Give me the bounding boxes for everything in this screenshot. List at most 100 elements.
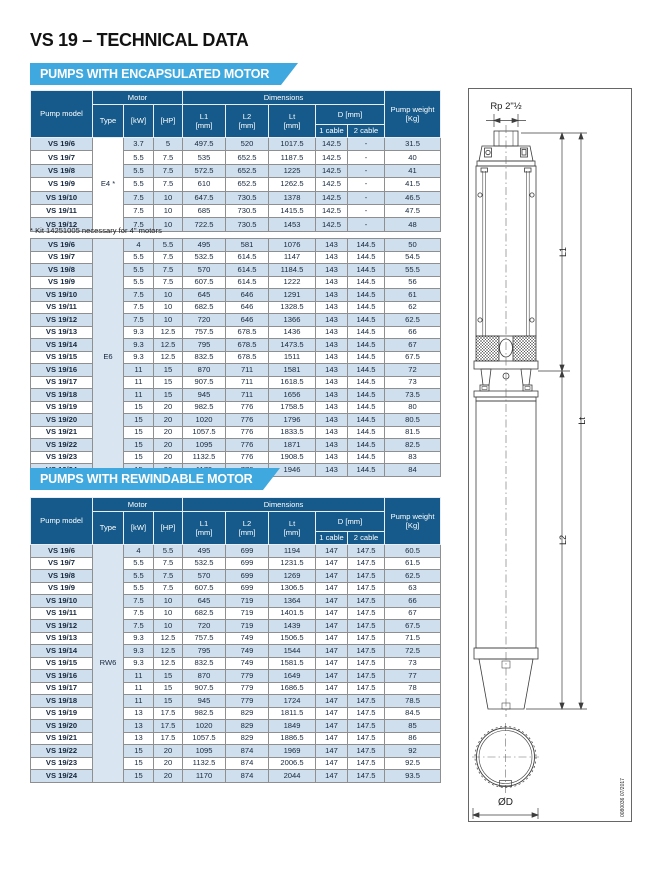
cell-kw: 13	[123, 719, 154, 733]
cell-l2: 776	[225, 450, 269, 464]
cell-model: VS 19/6	[30, 238, 93, 252]
cell-l1: 982.5	[182, 706, 227, 720]
cell-model: VS 19/10	[30, 594, 93, 608]
cell-model: VS 19/9	[30, 581, 93, 595]
cell-kw: 5.5	[123, 275, 154, 289]
cell-hp: 15	[152, 681, 184, 695]
cell-lt: 1366	[268, 313, 316, 327]
table-row: VS 19/11 7.5 10 682.5 719 1401.5 147 147.5 67	[30, 606, 442, 620]
cell-lt: 1436	[268, 325, 316, 339]
table-row: VS 19/8 5.5 7.5 570 614.5 1184.5 143 144.5 55.5	[30, 263, 441, 277]
cell-hp: 7.5	[152, 150, 184, 165]
cell-d-1cable: 147	[315, 619, 349, 633]
section-banner-encapsulated: PUMPS WITH ENCAPSULATED MOTOR	[30, 63, 298, 85]
cell-hp: 7.5	[152, 569, 184, 583]
cell-lt: 1401.5	[268, 606, 317, 620]
cell-d-1cable: 143	[315, 350, 348, 364]
cell-model: VS 19/18	[30, 388, 93, 402]
cell-lt: 1453	[268, 217, 317, 232]
cell-l1: 685	[182, 203, 227, 219]
col-group-d-mm: D [mm]	[315, 104, 386, 125]
cell-d-2cable: 144.5	[347, 313, 385, 327]
cell-d-1cable: 143	[315, 263, 348, 277]
cell-lt: 1908.5	[268, 450, 316, 464]
cell-l2: 614.5	[225, 250, 269, 264]
cell-kw: 7.5	[123, 190, 154, 205]
cell-kw: 9.3	[123, 338, 154, 352]
cell-weight: 66	[384, 594, 442, 608]
cell-d-2cable: 144.5	[347, 375, 385, 389]
cell-kw: 9.3	[123, 656, 154, 670]
col-1-cable: 1 cable	[315, 124, 349, 138]
cell-kw: 15	[123, 756, 154, 770]
cell-weight: 66	[384, 325, 441, 339]
cell-l1: 532.5	[182, 250, 226, 264]
cell-weight: 31.5	[384, 136, 442, 152]
table-row: VS 19/16 11 15 870 711 1581 143 144.5 72	[30, 363, 441, 377]
cell-lt: 1506.5	[268, 631, 317, 645]
col-kw: [kW]	[123, 511, 154, 545]
cell-d-2cable: -	[347, 150, 386, 165]
cell-weight: 56	[384, 275, 441, 289]
cell-hp: 12.5	[153, 350, 183, 364]
cell-d-2cable: 147.5	[347, 544, 386, 558]
cell-l1: 645	[182, 594, 227, 608]
cell-lt: 1364	[268, 594, 317, 608]
cell-weight: 46.5	[384, 190, 442, 205]
cell-model: VS 19/22	[30, 438, 93, 452]
rp-port-label: Rp 2"½	[490, 101, 521, 112]
cell-kw: 7.5	[123, 313, 154, 327]
pump-drawing-svg: Rp 2"½	[471, 101, 626, 819]
cell-l2: 699	[225, 556, 270, 570]
cell-d-1cable: 147	[315, 769, 349, 783]
cell-d-1cable: 147	[315, 669, 349, 683]
cell-lt: 1231.5	[268, 556, 317, 570]
cell-hp: 10	[152, 619, 184, 633]
cell-model: VS 19/12	[30, 217, 93, 232]
cell-lt: 1544	[268, 644, 317, 658]
cell-l1: 1095	[182, 438, 226, 452]
cell-hp: 15	[153, 375, 183, 389]
col-pump-model: Pump model	[30, 497, 93, 545]
cell-hp: 10	[152, 217, 184, 232]
cell-l2: 646	[225, 313, 269, 327]
cell-d-1cable: 147	[315, 556, 349, 570]
table-row: VS 19/10 7.5 10 645 646 1291 143 144.5 61	[30, 288, 441, 302]
cell-lt: 1328.5	[268, 300, 316, 314]
cell-kw: 11	[123, 669, 154, 683]
cell-hp: 7.5	[152, 163, 184, 179]
cell-d-1cable: 147	[315, 744, 349, 758]
cell-d-1cable: 143	[315, 463, 348, 477]
cell-weight: 92	[384, 744, 442, 758]
cell-weight: 73	[384, 375, 441, 389]
table-row: VS 19/23 15 20 1132.5 776 1908.5 143 144.5 83	[30, 450, 441, 464]
cell-d-2cable: 147.5	[347, 719, 386, 733]
cell-d-1cable: 142.5	[315, 136, 349, 152]
cell-kw: 13	[123, 731, 154, 745]
cell-d-2cable: -	[347, 177, 386, 192]
cell-d-2cable: 147.5	[347, 569, 386, 583]
cell-d-1cable: 142.5	[315, 163, 349, 179]
cell-weight: 63	[384, 581, 442, 595]
l1-dimension-label: L1	[558, 247, 568, 257]
cell-d-1cable: 143	[315, 413, 348, 427]
cell-l1: 535	[182, 150, 227, 165]
cell-d-1cable: 147	[315, 644, 349, 658]
cell-l1: 1170	[182, 769, 227, 783]
cell-d-2cable: 144.5	[347, 425, 385, 439]
cell-hp: 12.5	[152, 656, 184, 670]
cell-d-2cable: 144.5	[347, 413, 385, 427]
cell-l2: 776	[225, 438, 269, 452]
page-title: VS 19 – TECHNICAL DATA	[30, 30, 249, 50]
col-l2: L2 [mm]	[225, 104, 270, 138]
cell-l2: 874	[225, 744, 270, 758]
cell-weight: 67	[384, 606, 442, 620]
cell-kw: 7.5	[123, 288, 154, 302]
cell-model: VS 19/11	[30, 606, 93, 620]
cell-hp: 15	[152, 694, 184, 708]
table-header: Pump model Motor Dimensions Pump weight …	[30, 90, 442, 138]
cell-hp: 15	[153, 363, 183, 377]
cell-weight: 78	[384, 681, 442, 695]
col-hp: [HP]	[152, 104, 184, 138]
cell-l1: 945	[182, 694, 227, 708]
